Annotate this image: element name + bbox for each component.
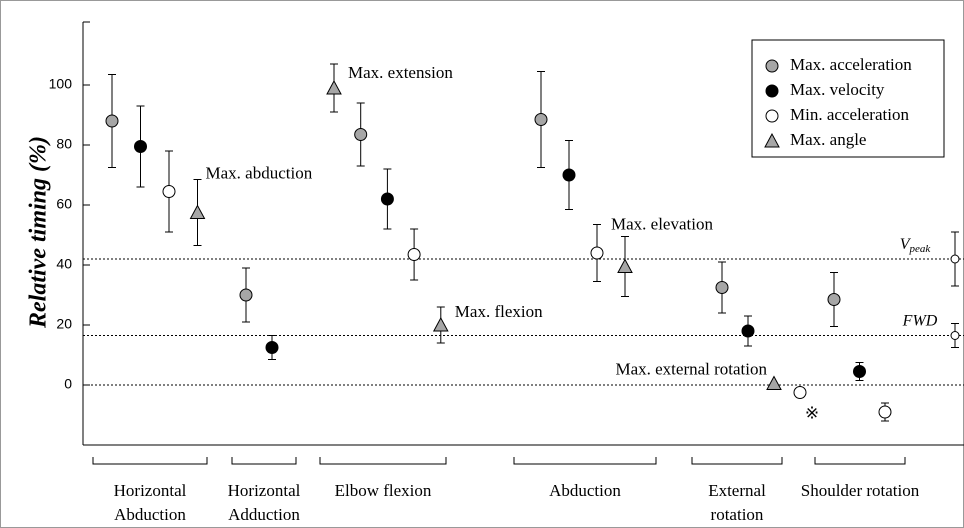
marker: [765, 84, 779, 98]
group-label: Horizontal: [228, 481, 301, 500]
marker: [105, 114, 119, 128]
group-bracket: [231, 457, 297, 465]
marker: [715, 281, 729, 294]
marker: [354, 128, 368, 141]
group-label: Abduction: [549, 481, 621, 500]
reference-label: Vpeak: [900, 236, 932, 255]
marker: [534, 113, 548, 126]
legend-label: Min. acceleration: [790, 105, 909, 124]
annotation: Max. external rotation: [615, 359, 767, 378]
marker: [326, 79, 342, 95]
annotation: Max. elevation: [611, 214, 713, 233]
marker: [134, 140, 147, 153]
marker: [764, 132, 780, 148]
group-label: Shoulder rotation: [801, 481, 920, 500]
group-label: rotation: [711, 505, 764, 524]
legend-box: [751, 39, 945, 158]
y-tick-label: 20: [56, 316, 72, 332]
marker: [853, 365, 866, 378]
marker: [617, 258, 633, 273]
annotation: ※: [805, 403, 819, 422]
marker: [765, 59, 779, 73]
group-bracket: [691, 457, 783, 465]
marker: [432, 316, 449, 332]
y-tick-label: 40: [56, 256, 72, 272]
y-tick-label: 100: [49, 76, 73, 92]
group-label: Adduction: [228, 505, 300, 524]
marker: [562, 168, 576, 182]
legend-label: Max. acceleration: [790, 55, 912, 74]
marker: [407, 248, 421, 261]
marker: [878, 405, 892, 419]
group-bracket: [92, 457, 208, 465]
y-tick-label: 0: [64, 376, 72, 392]
marker: [380, 192, 394, 206]
reference-label-main: V: [900, 236, 912, 253]
marker: [590, 246, 604, 260]
y-axis-label: Relative timing (%): [26, 136, 52, 329]
group-label: Abduction: [114, 505, 186, 524]
marker: [189, 204, 206, 219]
group-label: External: [708, 481, 766, 500]
marker: [265, 341, 279, 354]
reference-marker: [950, 331, 960, 340]
reference-label-main: FWD: [902, 312, 938, 329]
marker: [162, 185, 176, 198]
group-bracket: [814, 457, 906, 465]
reference-marker: [950, 254, 960, 264]
reference-label-sub: peak: [909, 243, 932, 255]
group-bracket: [319, 457, 447, 465]
group-bracket: [513, 457, 657, 465]
group-label: Elbow flexion: [335, 481, 432, 500]
reference-label: FWD: [902, 312, 938, 329]
annotation: Max. abduction: [206, 163, 313, 182]
marker: [766, 375, 782, 390]
group-label: Horizontal: [114, 481, 187, 500]
legend-label: Max. angle: [790, 130, 866, 149]
y-tick-label: 60: [56, 196, 72, 212]
marker: [239, 288, 253, 302]
legend-label: Max. velocity: [790, 80, 885, 99]
marker: [793, 386, 807, 399]
marker: [741, 324, 755, 338]
marker: [765, 109, 779, 123]
annotation: Max. extension: [348, 63, 453, 82]
y-tick-label: 80: [56, 136, 72, 152]
annotation: Max. flexion: [455, 302, 543, 321]
marker: [827, 293, 841, 306]
